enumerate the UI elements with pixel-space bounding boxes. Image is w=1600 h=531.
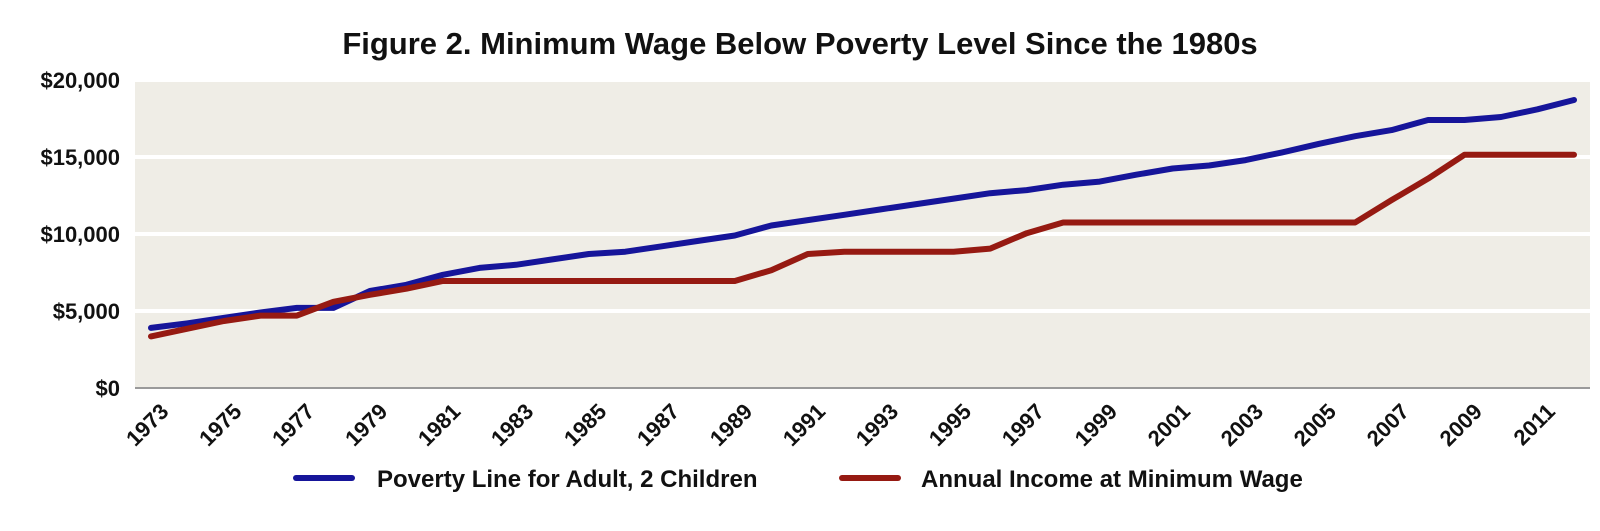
y-tick-label: $5,000 (53, 299, 120, 324)
x-tick-label: 1979 (340, 399, 392, 451)
series-lines (148, 97, 1577, 340)
y-tick-label: $10,000 (40, 222, 120, 247)
x-tick-label: 1993 (851, 399, 903, 451)
x-tick-label: 1991 (778, 399, 830, 451)
x-tick-label: 1995 (924, 399, 976, 451)
x-tick-label: 1997 (997, 399, 1049, 451)
x-tick-label: 2007 (1362, 399, 1414, 451)
y-tick-label: $0 (96, 376, 120, 401)
x-tick-label: 2009 (1435, 399, 1487, 451)
legend: Poverty Line for Adult, 2 Children Annua… (293, 466, 1303, 493)
x-tick-label: 1983 (486, 399, 538, 451)
x-tick-label: 1987 (632, 399, 684, 451)
legend-label-poverty: Poverty Line for Adult, 2 Children (377, 466, 757, 493)
y-tick-label: $20,000 (40, 68, 120, 93)
x-tick-label: 1985 (559, 399, 611, 451)
gridlines (135, 78, 1590, 313)
chart-title: Figure 2. Minimum Wage Below Poverty Lev… (342, 26, 1257, 61)
x-tick-label: 2011 (1509, 399, 1560, 450)
x-axis-ticks: 1973 1975 1977 1979 1981 1983 1985 1987 1989 1991… (121, 399, 1560, 451)
series-line-minwage (148, 151, 1577, 340)
x-tick-label: 1999 (1070, 399, 1122, 451)
x-tick-label: 2001 (1143, 399, 1195, 451)
x-tick-label: 2005 (1289, 399, 1341, 451)
x-tick-label: 2003 (1216, 399, 1268, 451)
x-tick-label: 1975 (194, 399, 246, 451)
y-tick-label: $15,000 (40, 145, 120, 170)
series-line-poverty (148, 97, 1577, 331)
x-tick-label: 1973 (121, 399, 173, 451)
y-axis-ticks: $0 $5,000 $10,000 $15,000 $20,000 (40, 68, 120, 401)
x-tick-label: 1989 (705, 399, 757, 451)
x-tick-label: 1977 (267, 399, 319, 451)
legend-label-minwage: Annual Income at Minimum Wage (921, 466, 1303, 493)
x-tick-label: 1981 (413, 399, 465, 451)
